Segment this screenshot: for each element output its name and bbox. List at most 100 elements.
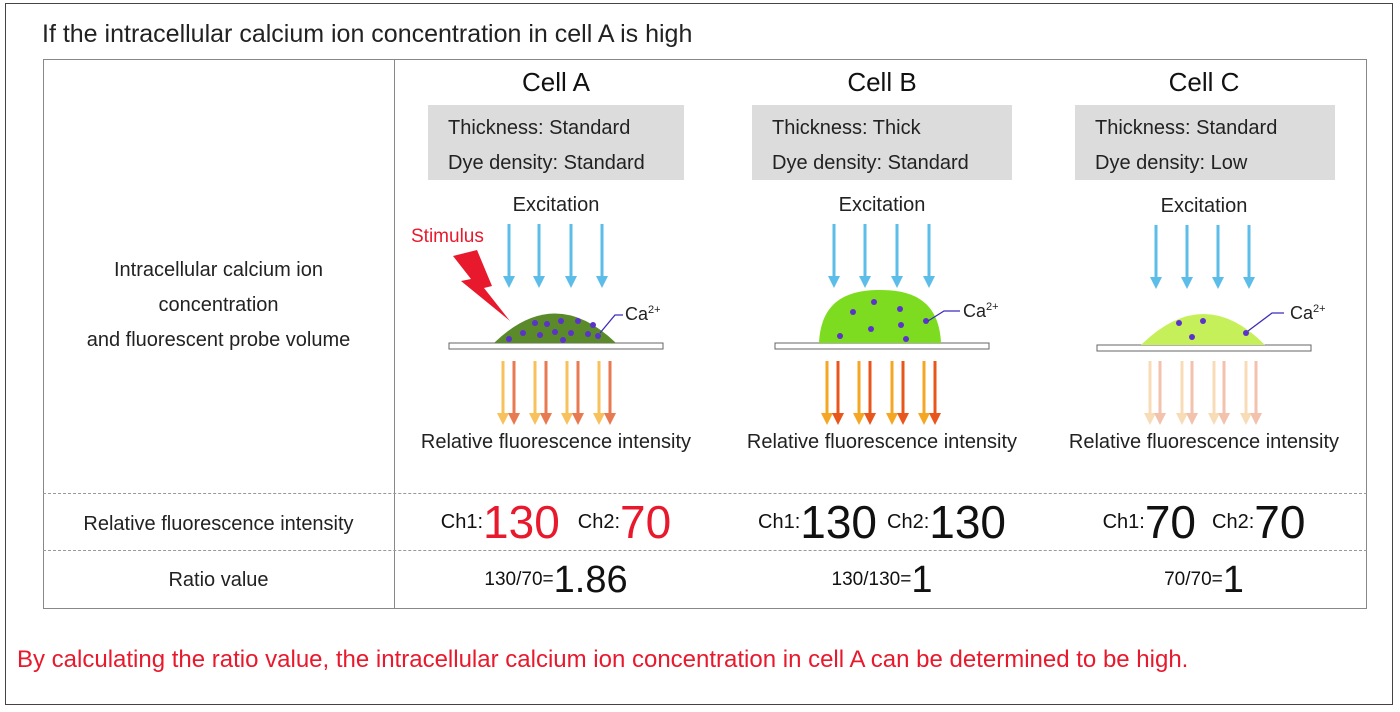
cell-c-title: Cell C	[1168, 67, 1240, 97]
cell-b-panel: Cell B Thickness: Thick Dye density: Sta…	[720, 59, 1044, 493]
figure-title: If the intracellular calcium ion concent…	[42, 20, 693, 48]
row-label-diagram-line-2: concentration	[158, 294, 279, 316]
cell-b-ratio-expression: 130/130=	[831, 569, 912, 590]
cell-c-excitation-label: Excitation	[1160, 195, 1248, 217]
stimulus-bolt-icon	[453, 250, 510, 321]
emission-arrow-icon	[561, 361, 573, 425]
cell-c-panel: Cell C Thickness: Standard Dye density: …	[1044, 59, 1364, 493]
emission-arrow-icon	[1176, 361, 1188, 425]
cell-c-fluorescence-label: Relative fluorescence intensity	[1068, 431, 1340, 453]
cell-a-calcium-ions	[506, 318, 601, 343]
cell-b-intensity-values: Ch1: 130 Ch2: 130	[720, 494, 1044, 550]
cell-c-cell-body	[1141, 314, 1265, 345]
cell-a-panel: Cell A Thickness: Standard Dye density: …	[395, 59, 717, 493]
comparison-table	[43, 59, 1367, 609]
cell-b-emission-arrows	[821, 361, 941, 425]
cell-b-ch2-value: 130	[929, 496, 1006, 548]
emission-arrow-icon	[508, 361, 520, 425]
cell-a-thickness: Thickness: Standard	[448, 117, 631, 139]
stimulus-label: Stimulus	[411, 226, 484, 247]
emission-arrow-icon	[864, 361, 876, 425]
row-label-intensity: Relative fluorescence intensity	[83, 513, 354, 535]
cell-c-ca-label: Ca2+	[1290, 303, 1326, 323]
cell-b-ca-pointer	[927, 310, 960, 322]
cell-c-ch2-label: Ch2:	[1212, 510, 1255, 533]
cell-c-dye-density: Dye density: Low	[1095, 152, 1248, 174]
row-label-diagram-line-1: Intracellular calcium ion	[114, 259, 323, 281]
excitation-arrow-icon	[1212, 225, 1224, 289]
cell-a-ch2-value: 70	[620, 496, 672, 548]
cell-b-calcium-ions	[837, 299, 929, 342]
excitation-arrow-icon	[1181, 225, 1193, 289]
emission-arrow-icon	[572, 361, 584, 425]
excitation-arrow-icon	[596, 224, 608, 288]
cell-c-ch1-label: Ch1:	[1102, 510, 1145, 533]
cell-b-glass-slide	[774, 342, 990, 350]
cell-a-dye-density: Dye density: Standard	[448, 152, 645, 174]
cell-c-intensity-values: Ch1: 70 Ch2: 70	[1044, 494, 1364, 550]
cell-a-title: Cell A	[522, 67, 590, 97]
table-row-divider-1	[43, 493, 1367, 494]
figure-frame	[5, 3, 1393, 705]
table-column-divider	[394, 59, 395, 609]
cell-a-emission-arrows	[497, 361, 616, 425]
cell-c-diagram: Ca2+	[1096, 225, 1326, 425]
cell-b-ch1-value: 130	[800, 496, 877, 548]
cell-a-ca-label: Ca2+	[625, 304, 661, 324]
excitation-arrow-icon	[565, 224, 577, 288]
cell-b-excitation-arrows	[828, 224, 935, 288]
cell-a-ch1-label: Ch1:	[440, 510, 484, 533]
cell-a-ca-pointer	[599, 314, 623, 334]
cell-c-ratio: 70/70= 1	[1044, 552, 1364, 608]
row-label-diagram-line-3: and fluorescent probe volume	[86, 329, 351, 351]
emission-arrow-icon	[853, 361, 865, 425]
cell-b-thickness: Thickness: Thick	[772, 117, 921, 139]
cell-b-title: Cell B	[847, 67, 917, 97]
row-label-ratio: Ratio value	[168, 569, 269, 591]
emission-arrow-icon	[1144, 361, 1156, 425]
excitation-arrow-icon	[503, 224, 515, 288]
emission-arrow-icon	[918, 361, 930, 425]
excitation-arrow-icon	[1243, 225, 1255, 289]
emission-arrow-icon	[1154, 361, 1166, 425]
emission-arrow-icon	[897, 361, 909, 425]
excitation-arrow-icon	[828, 224, 840, 288]
emission-arrow-icon	[821, 361, 833, 425]
cell-a-diagram: Ca2+	[448, 224, 664, 425]
emission-arrow-icon	[1208, 361, 1220, 425]
cell-c-glass-slide	[1096, 344, 1312, 352]
excitation-arrow-icon	[891, 224, 903, 288]
row-label-diagram: Intracellular calcium ion concentration …	[43, 253, 394, 358]
cell-c-ratio-expression: 70/70=	[1164, 569, 1223, 590]
cell-a-glass-slide	[448, 342, 664, 350]
cell-a-intensity-values: Ch1: 130 Ch2: 70	[395, 494, 717, 550]
emission-arrow-icon	[497, 361, 509, 425]
cell-c-ratio-value: 1	[1222, 558, 1244, 601]
cell-b-ratio: 130/130= 1	[720, 552, 1044, 608]
emission-arrow-icon	[1250, 361, 1262, 425]
cell-b-ratio-value: 1	[911, 558, 933, 601]
emission-arrow-icon	[604, 361, 616, 425]
cell-c-ch2-value: 70	[1254, 496, 1306, 548]
emission-arrow-icon	[1240, 361, 1252, 425]
emission-arrow-icon	[886, 361, 898, 425]
cell-b-fluorescence-label: Relative fluorescence intensity	[746, 431, 1018, 453]
cell-a-ratio-value: 1.86	[553, 558, 628, 601]
cell-b-ch1-label: Ch1:	[758, 510, 801, 533]
cell-a-excitation-arrows	[503, 224, 608, 288]
cell-a-info-box: Thickness: Standard Dye density: Standar…	[428, 105, 684, 180]
cell-c-ca-pointer	[1247, 312, 1284, 332]
cell-a-fluorescence-label: Relative fluorescence intensity	[420, 431, 692, 453]
cell-b-ca-label: Ca2+	[963, 301, 999, 321]
excitation-arrow-icon	[1150, 225, 1162, 289]
emission-arrow-icon	[1186, 361, 1198, 425]
cell-c-info-box: Thickness: Standard Dye density: Low	[1075, 105, 1335, 180]
emission-arrow-icon	[540, 361, 552, 425]
emission-arrow-icon	[832, 361, 844, 425]
cell-b-info-box: Thickness: Thick Dye density: Standard	[752, 105, 1012, 180]
excitation-arrow-icon	[859, 224, 871, 288]
excitation-arrow-icon	[533, 224, 545, 288]
cell-b-ch2-label: Ch2:	[887, 510, 930, 533]
emission-arrow-icon	[529, 361, 541, 425]
cell-b-excitation-label: Excitation	[838, 194, 926, 216]
